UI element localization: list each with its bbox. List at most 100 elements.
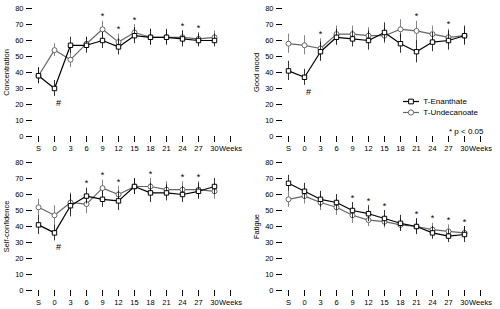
svg-text:9: 9: [100, 298, 104, 307]
svg-text:*: *: [117, 24, 121, 34]
svg-text:*: *: [415, 11, 419, 21]
svg-text:24: 24: [178, 298, 186, 307]
svg-text:60: 60: [265, 36, 273, 45]
svg-text:80: 80: [15, 158, 23, 167]
svg-text:40: 40: [265, 68, 273, 77]
svg-text:40: 40: [15, 222, 23, 231]
svg-text:80: 80: [15, 4, 23, 13]
svg-text:*: *: [197, 23, 201, 33]
svg-text:9: 9: [350, 144, 354, 153]
svg-text:30: 30: [210, 144, 218, 153]
svg-text:30: 30: [265, 84, 273, 93]
svg-text:*: *: [197, 172, 201, 182]
svg-text:6: 6: [334, 144, 338, 153]
svg-text:*: *: [101, 170, 105, 180]
svg-text:Self-confidence: Self-confidence: [2, 201, 11, 253]
svg-text:*: *: [447, 215, 451, 225]
svg-text:Weeks: Weeks: [469, 298, 492, 307]
svg-text:60: 60: [265, 190, 273, 199]
svg-text:18: 18: [396, 298, 404, 307]
svg-text:50: 50: [15, 52, 23, 61]
svg-text:30: 30: [210, 298, 218, 307]
svg-text:6: 6: [334, 298, 338, 307]
svg-text:15: 15: [130, 144, 138, 153]
svg-text:60: 60: [15, 190, 23, 199]
svg-text:S: S: [36, 144, 41, 153]
svg-text:40: 40: [15, 68, 23, 77]
svg-text:70: 70: [15, 20, 23, 29]
svg-text:24: 24: [428, 298, 436, 307]
svg-text:20: 20: [265, 100, 273, 109]
svg-text:10: 10: [15, 116, 23, 125]
svg-text:30: 30: [15, 238, 23, 247]
svg-text:*: *: [383, 201, 387, 211]
svg-text:Concentration: Concentration: [2, 49, 11, 96]
svg-text:#: #: [56, 242, 61, 252]
svg-text:* p < 0.05: * p < 0.05: [449, 127, 484, 136]
svg-text:0: 0: [302, 298, 306, 307]
svg-text:9: 9: [350, 298, 354, 307]
svg-text:9: 9: [100, 144, 104, 153]
svg-text:S: S: [286, 298, 291, 307]
svg-text:50: 50: [265, 206, 273, 215]
svg-text:70: 70: [265, 174, 273, 183]
svg-text:0: 0: [269, 286, 273, 295]
svg-text:12: 12: [364, 298, 372, 307]
svg-text:10: 10: [15, 270, 23, 279]
svg-text:50: 50: [265, 52, 273, 61]
svg-text:21: 21: [412, 298, 420, 307]
svg-text:20: 20: [15, 100, 23, 109]
svg-text:*: *: [133, 15, 137, 25]
svg-text:Fatigue: Fatigue: [252, 214, 261, 239]
svg-text:3: 3: [68, 298, 72, 307]
svg-text:12: 12: [114, 298, 122, 307]
svg-text:6: 6: [84, 144, 88, 153]
svg-text:20: 20: [15, 254, 23, 263]
svg-text:12: 12: [364, 144, 372, 153]
svg-text:12: 12: [114, 144, 122, 153]
svg-text:21: 21: [162, 144, 170, 153]
svg-text:#: #: [56, 98, 61, 108]
svg-text:24: 24: [428, 144, 436, 153]
svg-text:Weeks: Weeks: [219, 144, 242, 153]
svg-text:3: 3: [318, 144, 322, 153]
svg-text:21: 21: [412, 144, 420, 153]
svg-text:S: S: [36, 298, 41, 307]
svg-text:*: *: [351, 193, 355, 203]
svg-text:27: 27: [194, 144, 202, 153]
svg-text:3: 3: [68, 144, 72, 153]
svg-text:*: *: [319, 29, 323, 39]
svg-text:*: *: [367, 196, 371, 206]
svg-text:10: 10: [265, 116, 273, 125]
svg-text:18: 18: [396, 144, 404, 153]
svg-text:18: 18: [146, 298, 154, 307]
svg-text:15: 15: [130, 298, 138, 307]
svg-text:15: 15: [380, 144, 388, 153]
svg-text:27: 27: [444, 144, 452, 153]
svg-text:70: 70: [15, 174, 23, 183]
svg-text:27: 27: [194, 298, 202, 307]
svg-text:Good mood: Good mood: [252, 53, 261, 92]
svg-text:24: 24: [178, 144, 186, 153]
svg-text:0: 0: [302, 144, 306, 153]
svg-text:*: *: [85, 178, 89, 188]
svg-text:Weeks: Weeks: [219, 298, 242, 307]
svg-text:#: #: [306, 87, 311, 97]
svg-text:*: *: [431, 213, 435, 223]
svg-text:18: 18: [146, 144, 154, 153]
svg-text:50: 50: [15, 206, 23, 215]
svg-text:27: 27: [444, 298, 452, 307]
svg-text:30: 30: [460, 144, 468, 153]
svg-text:S: S: [286, 144, 291, 153]
svg-text:80: 80: [265, 4, 273, 13]
svg-text:0: 0: [269, 132, 273, 141]
svg-text:0: 0: [19, 286, 23, 295]
svg-text:*: *: [101, 11, 105, 21]
svg-text:6: 6: [84, 298, 88, 307]
svg-text:30: 30: [460, 298, 468, 307]
svg-text:*: *: [415, 209, 419, 219]
svg-text:Weeks: Weeks: [469, 144, 492, 153]
svg-text:30: 30: [265, 238, 273, 247]
svg-text:30: 30: [15, 84, 23, 93]
svg-text:*: *: [463, 217, 467, 227]
